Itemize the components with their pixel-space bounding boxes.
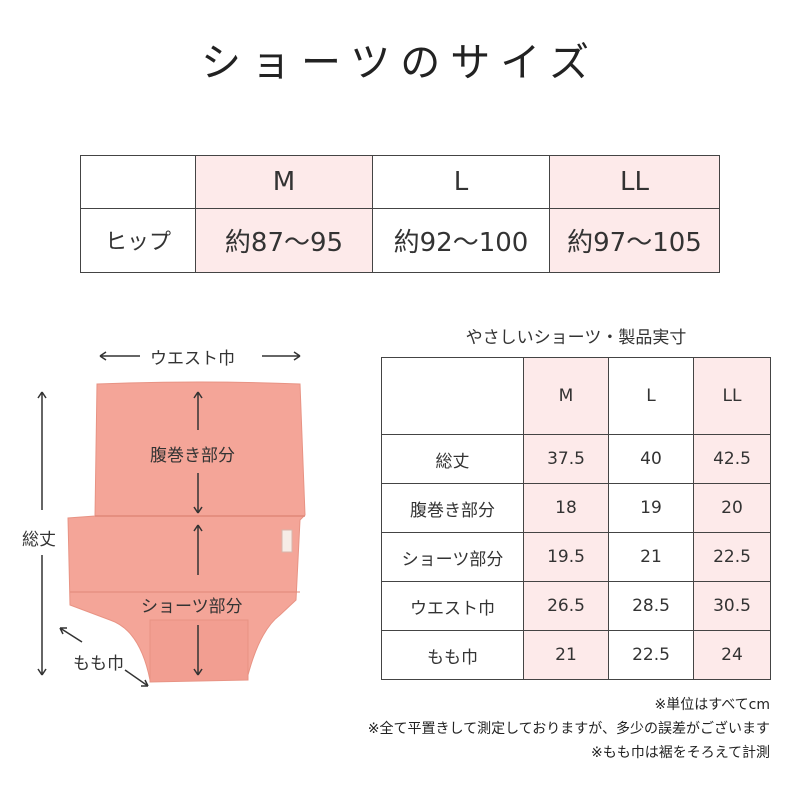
cell: 40 [608,434,694,485]
row-label: 腹巻き部分 [381,483,524,534]
arrow-up-icon [193,391,203,430]
cell: 22.5 [693,532,771,583]
garment-image [67,381,306,683]
arrow-left-icon [99,351,140,361]
label-waist: ウエスト巾 [150,349,235,369]
page-title: ショーツのサイズ [201,40,599,86]
row-label: 総丈 [381,434,524,485]
arrow-down-icon [193,473,203,514]
label-shorts: ショーツ部分 [141,597,243,617]
cell: 22.5 [608,630,694,680]
label-belly: 腹巻き部分 [150,446,235,466]
product-size-table: M L LL 総丈 37.5 40 42.5 腹巻き部分 18 19 20 ショーツ部分 19.5… [381,356,771,680]
cell: 18 [523,483,609,534]
table-row: 総丈 37.5 40 42.5 [381,434,771,485]
garment-tag [281,529,293,553]
cell: 約92〜100 [372,207,550,274]
header-cell [80,155,196,209]
hip-size-table: M L LL ヒップ 約87〜95 約92〜100 約97〜105 [80,155,720,274]
note: ※単位はすべてcm [654,697,770,713]
cell: 19 [608,483,694,534]
row-label: もも巾 [381,630,524,680]
header-cell: M [195,155,373,209]
cell: 21 [608,532,694,583]
row-label: ショーツ部分 [381,532,524,583]
arrow-diagonal-icon [124,669,149,687]
arrow-diagonal-icon [59,627,83,643]
header-cell: L [608,356,694,436]
cell: 約97〜105 [549,207,720,274]
cell: 26.5 [523,581,609,632]
table-row: M L LL [381,356,771,436]
note: ※もも巾は裾をそろえて計測 [590,745,770,761]
cell: 37.5 [523,434,609,485]
label-total: 総丈 [22,530,56,550]
header-cell: L [372,155,550,209]
cell: 42.5 [693,434,771,485]
header-cell: LL [549,155,720,209]
cell: 20 [693,483,771,534]
label-thigh: もも巾 [73,654,124,674]
table-row: ショーツ部分 19.5 21 22.5 [381,532,771,583]
cell: 24 [693,630,771,680]
arrows [37,351,301,687]
row-label: ヒップ [80,207,196,274]
cell: 19.5 [523,532,609,583]
header-cell [381,356,524,436]
arrow-up-icon [37,391,47,510]
cell: 21 [523,630,609,680]
cell: 30.5 [693,581,771,632]
cell: 28.5 [608,581,694,632]
table-row: ヒップ 約87〜95 約92〜100 約97〜105 [80,207,720,274]
table-row: M L LL [80,155,720,209]
arrow-right-icon [262,351,301,361]
table-title: やさしいショーツ・製品実寸 [465,328,687,348]
header-cell: LL [693,356,771,436]
header-cell: M [523,356,609,436]
row-label: ウエスト巾 [381,581,524,632]
table-row: 腹巻き部分 18 19 20 [381,483,771,534]
note: ※全て平置きして測定しておりますが、多少の誤差がございます [367,721,770,737]
cell: 約87〜95 [195,207,373,274]
arrow-down-icon [37,555,47,676]
table-row: もも巾 21 22.5 24 [381,630,771,680]
garment-diagram [37,351,306,687]
table-row: ウエスト巾 26.5 28.5 30.5 [381,581,771,632]
arrow-down-icon [193,625,203,676]
arrow-up-icon [193,524,203,575]
